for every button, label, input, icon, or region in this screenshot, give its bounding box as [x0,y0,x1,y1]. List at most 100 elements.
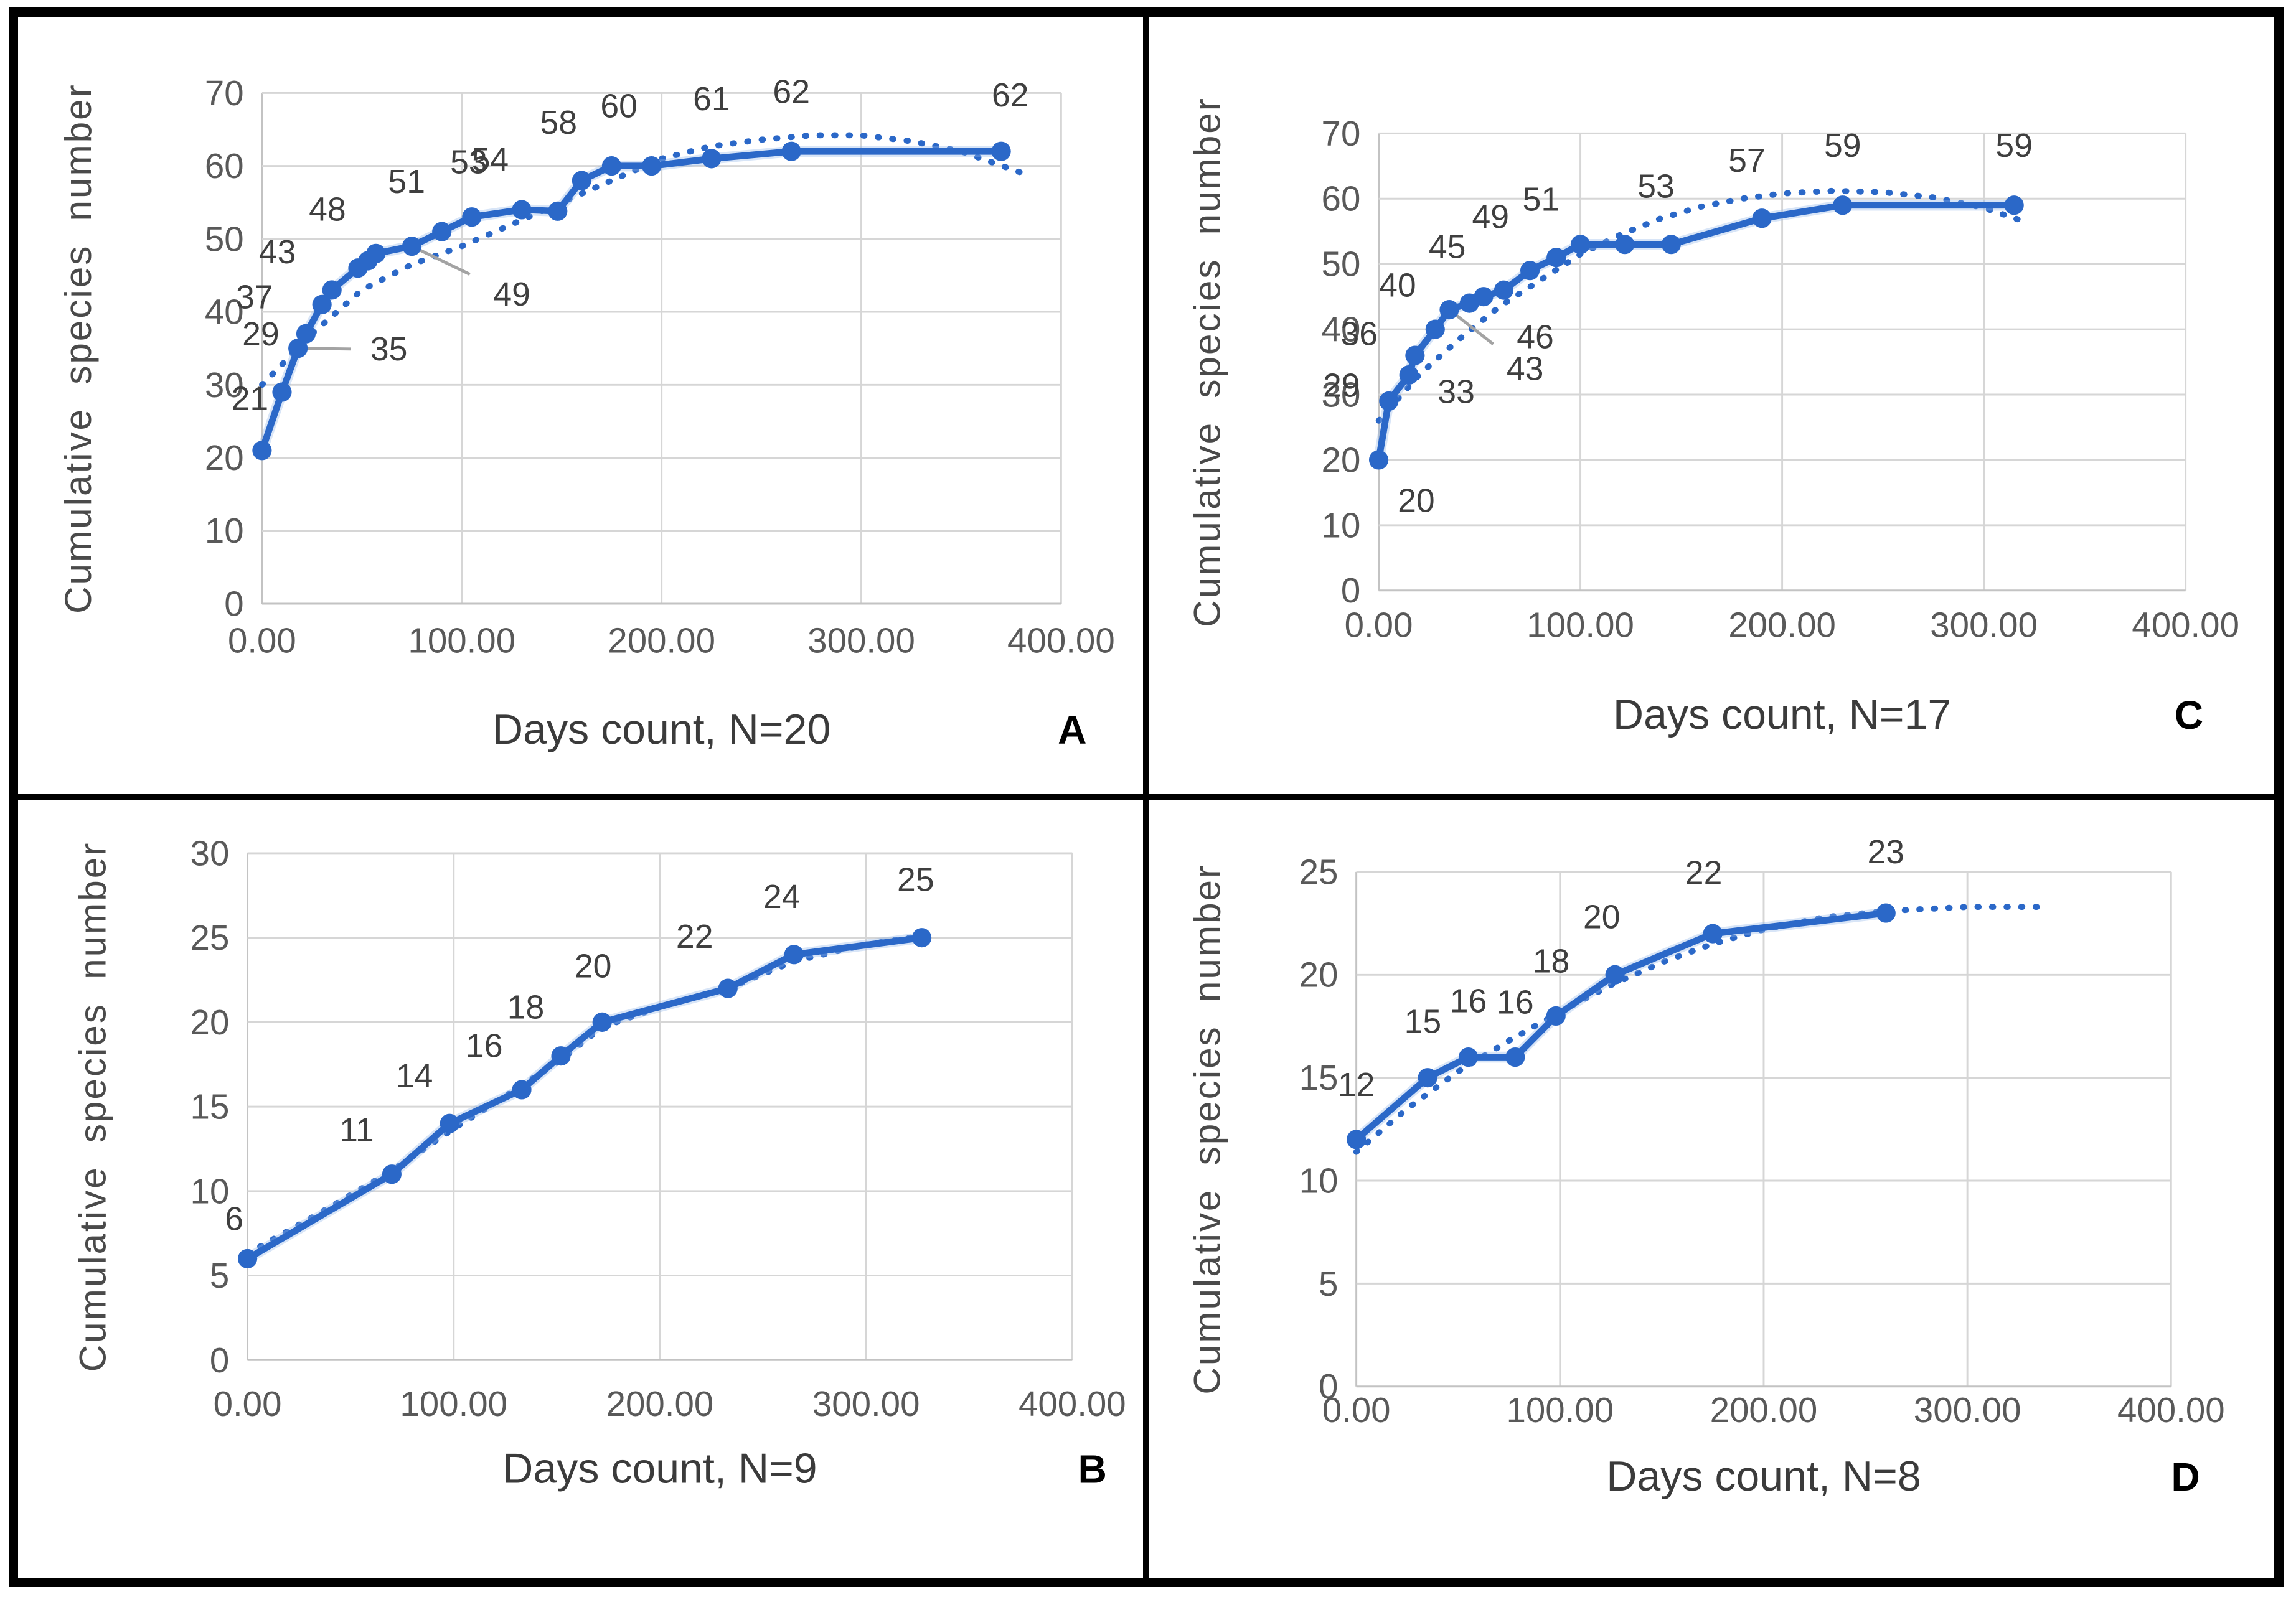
y-axis-title: Cumulative species number [72,841,114,1372]
x-tick-label: 400.00 [2117,1390,2225,1430]
data-point-marker [512,1080,532,1100]
x-tick-label: 300.00 [812,1384,920,1423]
y-tick-label: 50 [205,219,244,258]
data-point-marker [237,1248,258,1268]
data-point-label: 36 [1341,316,1378,353]
series-markers [252,141,1011,461]
data-point-marker [551,1046,571,1066]
data-point-marker [1505,1047,1525,1067]
data-point-label: 18 [1533,943,1570,980]
chart-a: 0 10 20 30 40 50 60 70 0.00 100.00 200.00 300.00 400… [57,73,1115,753]
data-point-label: 60 [600,88,638,125]
gridlines [1355,871,2172,1388]
data-point-marker [296,324,316,344]
data-point-label: 53 [1637,169,1675,205]
data-point-label: 21 [232,381,269,418]
data-point-marker [312,294,332,314]
gridlines [261,91,1062,605]
data-point-marker [781,141,801,161]
data-point-marker [1439,300,1459,320]
x-tick-label: 200.00 [608,621,715,660]
y-tick-label: 0 [210,1341,229,1380]
data-point-label: 54 [472,142,509,179]
data-point-label: 58 [540,105,578,141]
data-point-marker [1347,1130,1367,1150]
data-point-marker [1459,1047,1479,1067]
x-tick-label: 0.00 [1345,606,1413,645]
x-tick-label: 200.00 [1710,1390,1818,1430]
data-point-label: 14 [396,1058,433,1095]
panel-c-cell: 0 10 20 30 40 50 60 70 0.00 100.00 200.00 300.00 400… [1146,14,2277,797]
data-point-marker [1474,287,1494,307]
data-point-marker [1379,391,1399,411]
label-leader-line [411,245,471,276]
y-tick-label: 25 [1299,852,1339,891]
x-axis-tick-labels: 0.00 100.00 200.00 300.00 400.00 [1345,606,2239,645]
data-point-label: 35 [370,331,408,368]
panel-letter: C [2175,693,2203,738]
data-point-label: 61 [693,81,730,118]
panel-letter: B [1078,1447,1106,1492]
data-point-label: 20 [575,948,612,985]
data-point-marker [548,201,568,221]
panel-d-cell: 0 5 10 15 20 25 0.00 100.00 200.00 300.00 400.00 12… [1146,797,2277,1581]
data-point-label: 16 [1497,984,1534,1021]
x-tick-label: 400.00 [1019,1384,1126,1423]
data-point-marker [912,928,932,948]
data-point-label: 57 [1728,143,1766,179]
y-tick-label: 60 [1322,179,1361,218]
data-point-marker [1570,235,1591,255]
x-tick-label: 100.00 [400,1384,507,1423]
x-tick-label: 300.00 [807,621,915,660]
x-tick-label: 400.00 [2132,606,2239,645]
four-panel-figure: 0 10 20 30 40 50 60 70 0.00 100.00 200.00 300.00 400… [9,7,2284,1587]
y-axis-title: Cumulative species number [1186,864,1228,1395]
panel-letter: A [1058,708,1086,752]
y-axis-tick-labels: 0 10 20 30 40 50 60 70 [1322,114,1361,610]
y-axis-tick-labels: 0 10 20 30 40 50 60 70 [205,73,244,624]
data-point-label: 16 [1450,983,1487,1020]
data-point-label: 62 [992,77,1029,114]
y-tick-label: 20 [205,438,244,477]
data-point-marker [1833,195,1853,215]
x-axis-title: Days count, N=9 [502,1445,817,1492]
data-point-label: 46 [1517,319,1554,356]
gridlines [1378,132,2187,592]
data-point-marker [288,339,308,358]
panel-b-cell: 0 5 10 15 20 25 30 0.00 100.00 200.00 300.00 400.00… [15,797,1146,1581]
y-tick-label: 10 [205,511,244,550]
data-point-label: 29 [242,316,280,353]
y-axis-tick-labels: 0 5 10 15 20 25 [1299,852,1339,1406]
x-tick-label: 100.00 [408,621,515,660]
y-tick-label: 40 [205,293,244,332]
y-tick-label: 5 [210,1256,229,1295]
y-tick-label: 0 [1319,1367,1338,1406]
data-point-label: 48 [309,192,346,228]
x-tick-label: 400.00 [1007,621,1115,660]
series-markers [1368,195,2024,470]
data-point-marker [1703,924,1723,944]
data-point-marker [432,222,452,241]
x-axis-title: Days count, N=8 [1606,1453,1921,1500]
data-point-label: 40 [1379,268,1416,304]
data-point-marker [272,382,292,402]
data-point-label: 18 [507,989,545,1026]
data-point-label: 25 [897,862,934,899]
data-point-marker [718,978,738,998]
data-point-label: 12 [1338,1067,1375,1103]
data-point-marker [1605,965,1625,985]
data-point-marker [572,171,591,190]
y-axis-tick-labels: 0 5 10 15 20 25 30 [191,833,230,1379]
data-point-marker [1418,1068,1437,1088]
y-tick-label: 15 [191,1087,230,1126]
data-point-marker [462,207,482,227]
series-line [1375,202,2015,461]
data-point-marker [512,200,532,220]
x-tick-label: 0.00 [228,621,296,660]
data-point-marker [2004,195,2024,215]
x-axis-tick-labels: 0.00 100.00 200.00 300.00 400.00 [1322,1390,2225,1430]
data-point-marker [1876,903,1896,923]
